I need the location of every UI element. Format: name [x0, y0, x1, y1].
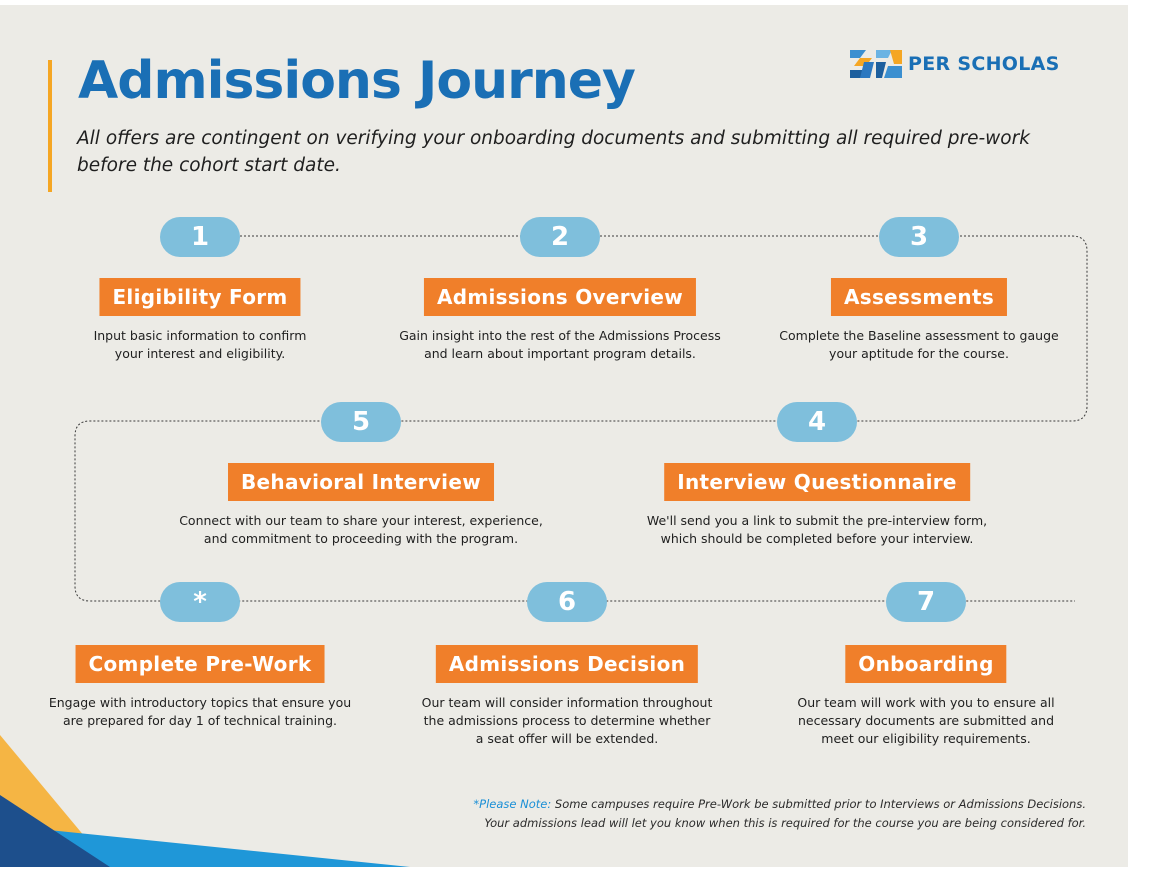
step-title: Onboarding [845, 645, 1007, 683]
step-title: Behavioral Interview [228, 463, 494, 501]
step-description: Input basic information to confirm your i… [93, 328, 307, 361]
step-badge: 3 [879, 217, 959, 257]
journey-connector-path [74, 235, 1088, 602]
page-subtitle: All offers are contingent on verifying y… [77, 128, 1030, 176]
footnote-line-1: Some campuses require Pre-Work be submit… [554, 797, 1086, 811]
step-description: We'll send you a link to submit the pre-… [646, 513, 988, 546]
step-description: Our team will consider information throu… [421, 695, 713, 746]
step-title: Admissions Overview [423, 278, 697, 316]
footnote-lead: *Please Note: [473, 797, 552, 811]
infographic-page: Admissions Journey All offers are contin… [0, 5, 1128, 867]
per-scholas-30-logo-icon [850, 50, 902, 78]
step-badge: 1 [160, 217, 240, 257]
step-badge: 5 [321, 402, 401, 442]
blue-corner-triangle [0, 825, 410, 867]
step-title: Admissions Decision [435, 645, 699, 683]
title-accent-bar [48, 60, 52, 192]
brand-logo: PER SCHOLAS [850, 47, 1060, 81]
step-badge: 2 [520, 217, 600, 257]
step-description: Complete the Baseline assessment to gaug… [779, 328, 1059, 361]
step-description: Engage with introductory topics that ens… [48, 695, 352, 728]
footnote-line-2: Your admissions lead will let you know w… [484, 816, 1086, 830]
page-title: Admissions Journey [78, 51, 636, 111]
navy-corner-triangle [0, 795, 110, 867]
step-description: Gain insight into the rest of the Admiss… [399, 328, 721, 361]
step-description: Connect with our team to share your inte… [179, 513, 543, 546]
step-badge: * [160, 582, 240, 622]
brand-name: PER SCHOLAS [908, 53, 1060, 75]
step-badge: 7 [886, 582, 966, 622]
step-description: Our team will work with you to ensure al… [797, 695, 1055, 746]
step-title: Assessments [830, 278, 1008, 316]
step-title: Complete Pre-Work [75, 645, 325, 683]
step-badge: 6 [527, 582, 607, 622]
decorative-corner-shapes [0, 735, 410, 867]
step-badge: 4 [777, 402, 857, 442]
footnote: *Please Note: Some campuses require Pre-… [473, 795, 1086, 833]
step-title: Eligibility Form [99, 278, 301, 316]
step-title: Interview Questionnaire [664, 463, 970, 501]
